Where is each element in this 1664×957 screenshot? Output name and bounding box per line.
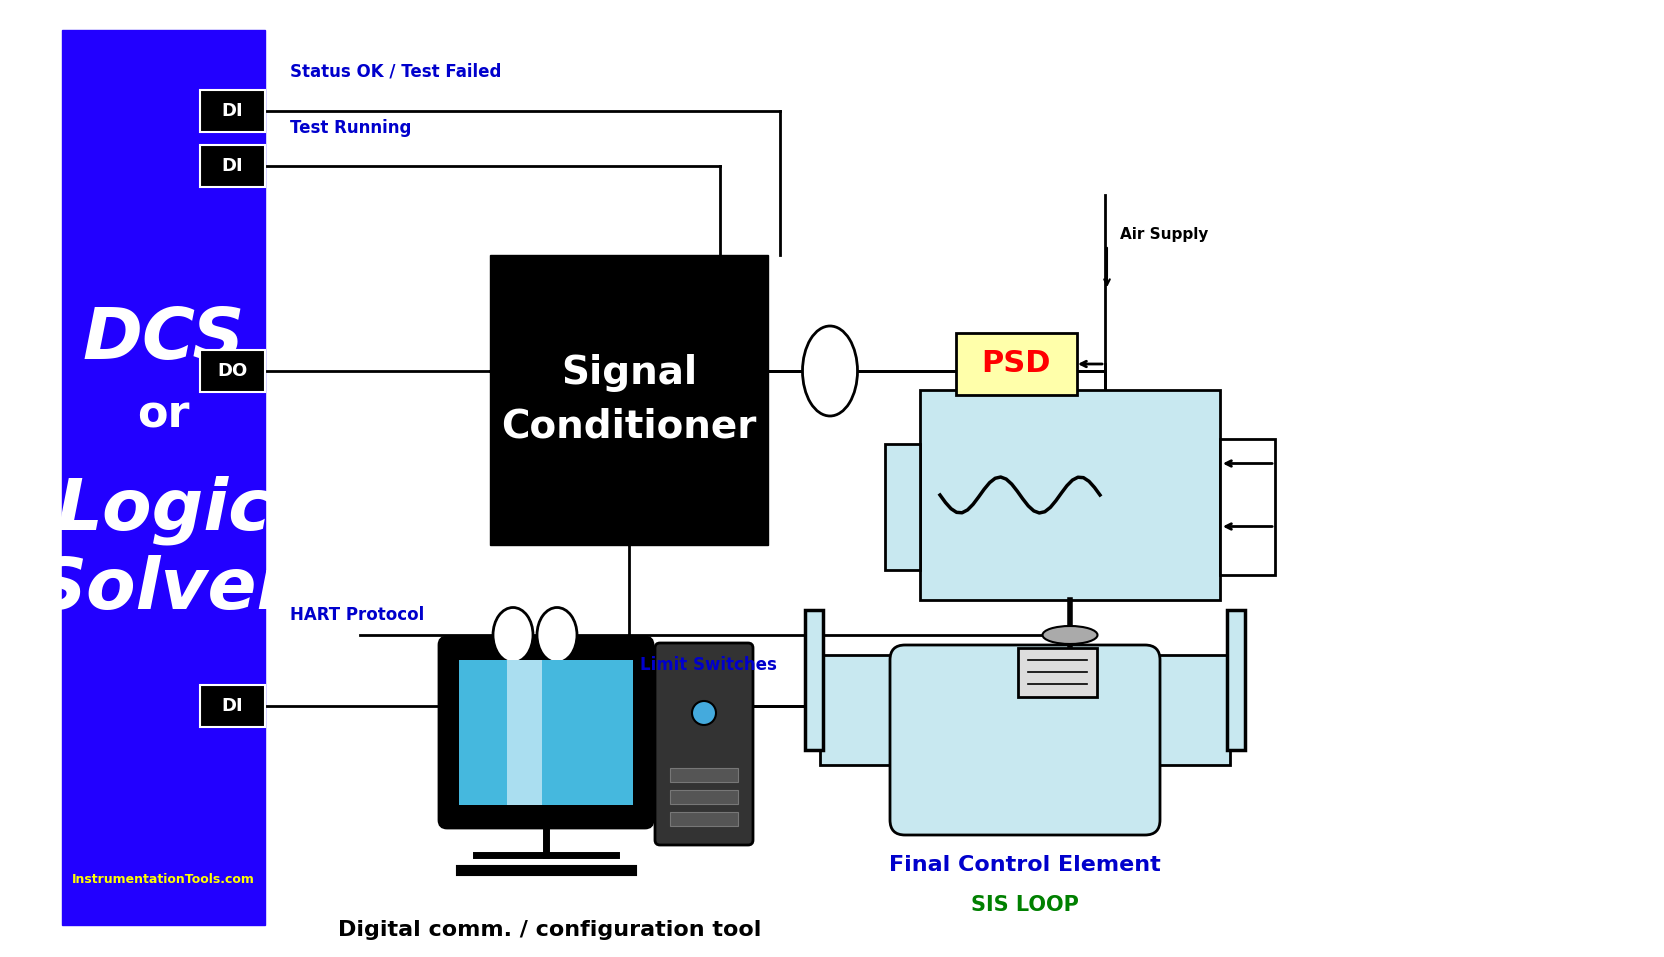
Text: DCS: DCS: [82, 305, 245, 374]
FancyBboxPatch shape: [885, 444, 920, 570]
Text: Final Control Element: Final Control Element: [889, 855, 1160, 875]
FancyBboxPatch shape: [1017, 648, 1097, 697]
FancyBboxPatch shape: [890, 645, 1160, 835]
FancyBboxPatch shape: [804, 610, 822, 750]
FancyBboxPatch shape: [669, 768, 737, 782]
FancyBboxPatch shape: [920, 390, 1220, 600]
Text: SIS LOOP: SIS LOOP: [970, 895, 1078, 915]
FancyBboxPatch shape: [200, 350, 265, 392]
Text: DI: DI: [221, 102, 243, 120]
FancyBboxPatch shape: [1220, 438, 1275, 575]
Circle shape: [692, 701, 716, 725]
Text: DI: DI: [221, 157, 243, 175]
Text: Limit Switches: Limit Switches: [639, 656, 777, 674]
Text: or: or: [136, 393, 190, 436]
Ellipse shape: [537, 608, 577, 662]
FancyBboxPatch shape: [459, 660, 632, 805]
FancyBboxPatch shape: [489, 255, 767, 545]
FancyBboxPatch shape: [200, 145, 265, 187]
Text: DO: DO: [218, 362, 248, 380]
FancyBboxPatch shape: [200, 90, 265, 132]
Text: Solver: Solver: [35, 555, 293, 625]
Ellipse shape: [493, 608, 532, 662]
FancyBboxPatch shape: [508, 660, 542, 805]
Text: DI: DI: [221, 697, 243, 715]
FancyBboxPatch shape: [1145, 655, 1230, 765]
FancyBboxPatch shape: [1226, 610, 1245, 750]
FancyBboxPatch shape: [955, 333, 1077, 395]
FancyBboxPatch shape: [669, 812, 737, 826]
Text: Logic: Logic: [57, 476, 271, 545]
Text: HART Protocol: HART Protocol: [290, 606, 424, 624]
Ellipse shape: [802, 326, 857, 416]
FancyBboxPatch shape: [200, 685, 265, 727]
FancyBboxPatch shape: [669, 790, 737, 804]
Text: Air Supply: Air Supply: [1120, 228, 1208, 242]
FancyBboxPatch shape: [439, 637, 652, 828]
FancyBboxPatch shape: [819, 655, 905, 765]
Text: Test Running: Test Running: [290, 119, 411, 137]
Text: Status OK / Test Failed: Status OK / Test Failed: [290, 63, 501, 81]
Text: Signal
Conditioner: Signal Conditioner: [501, 354, 755, 446]
Ellipse shape: [1042, 626, 1097, 644]
FancyBboxPatch shape: [62, 30, 265, 925]
Text: PSD: PSD: [982, 349, 1050, 379]
Text: Digital comm. / configuration tool: Digital comm. / configuration tool: [338, 920, 760, 940]
Text: InstrumentationTools.com: InstrumentationTools.com: [72, 874, 255, 886]
FancyBboxPatch shape: [654, 643, 752, 845]
